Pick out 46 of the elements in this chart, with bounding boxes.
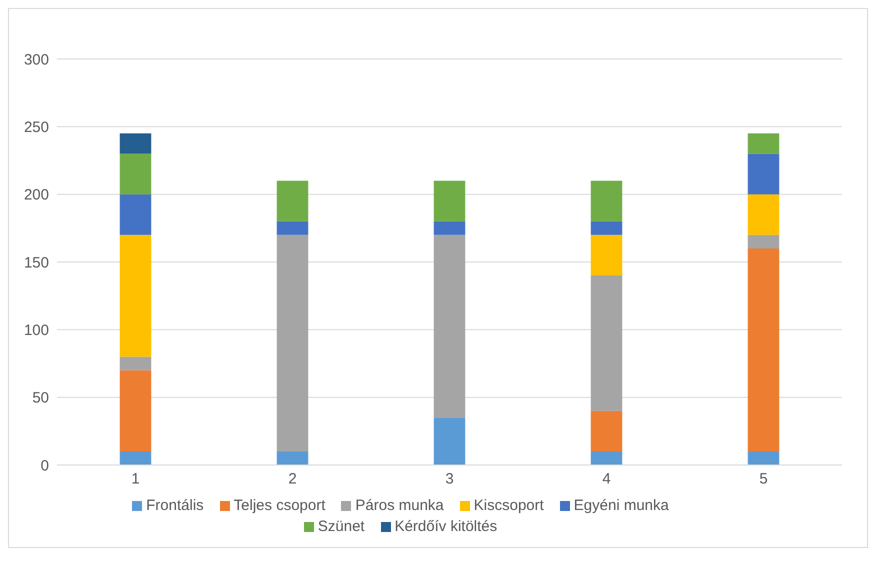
- y-tick-label: 0: [40, 457, 49, 474]
- legend-label: Páros munka: [354, 497, 444, 514]
- bar: [590, 180, 622, 222]
- bar: [748, 133, 780, 154]
- legend-label: Kérdőív kitöltés: [394, 518, 498, 535]
- bar: [434, 418, 466, 465]
- bar: [120, 154, 152, 194]
- bar: [590, 234, 622, 276]
- bar: [748, 154, 780, 194]
- legend-label: Szünet: [316, 518, 365, 535]
- bar: [276, 180, 308, 222]
- legend-label: Teljes csoport: [232, 497, 326, 514]
- x-tick-label: 3: [445, 470, 454, 488]
- bar: [590, 410, 622, 452]
- bar: [434, 221, 466, 235]
- bar: [120, 194, 152, 235]
- bar: [276, 451, 308, 465]
- bar: [748, 451, 780, 465]
- bar: [120, 370, 152, 452]
- bar: [276, 221, 308, 235]
- bar: [590, 276, 622, 411]
- bar: [590, 451, 622, 465]
- bar: [748, 234, 780, 248]
- bar: [434, 234, 466, 418]
- y-tick-label: 300: [24, 51, 49, 68]
- x-tick-label: 5: [759, 470, 768, 488]
- y-tick-label: 250: [24, 118, 49, 136]
- bar: [434, 180, 466, 222]
- bar: [748, 248, 780, 452]
- bar: [748, 194, 780, 235]
- y-tick-label: 50: [32, 390, 49, 407]
- bar: [120, 451, 152, 465]
- bar: [276, 234, 308, 452]
- bar: [120, 133, 152, 154]
- x-tick-label: 1: [131, 470, 140, 488]
- x-tick-label: 2: [288, 470, 297, 488]
- x-tick-label: 4: [602, 470, 611, 488]
- legend-label: Egyéni munka: [572, 497, 669, 514]
- legend-label: Frontális: [145, 497, 204, 514]
- bar: [120, 356, 152, 370]
- bar: [590, 221, 622, 235]
- bar: [120, 234, 152, 357]
- y-tick-label: 200: [24, 186, 49, 204]
- y-tick-label: 150: [24, 254, 49, 272]
- legend-label: Kiscsoport: [472, 497, 544, 514]
- y-tick-label: 100: [24, 322, 49, 339]
